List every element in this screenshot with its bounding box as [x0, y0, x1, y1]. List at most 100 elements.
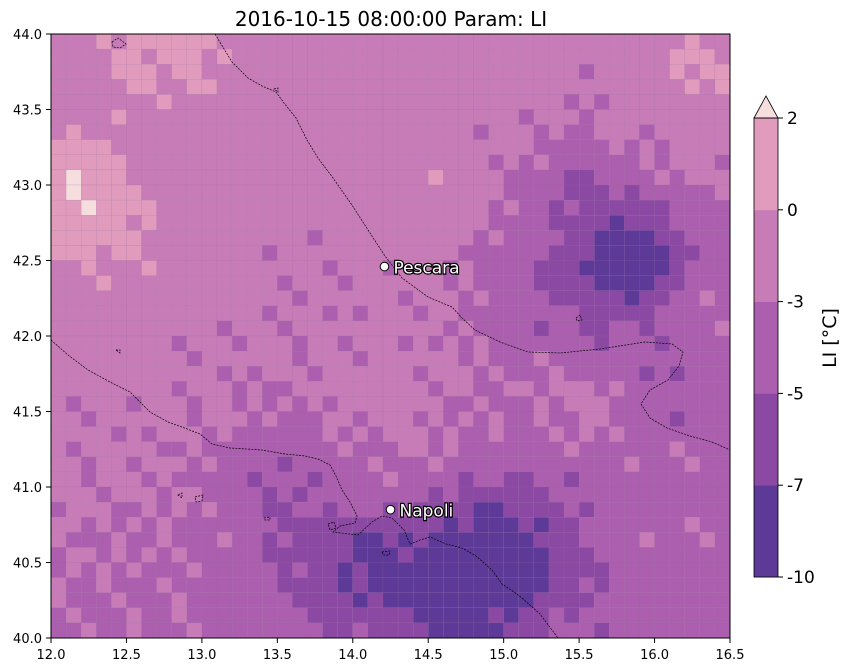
field-cell	[186, 154, 203, 171]
field-cell	[488, 366, 504, 382]
field-cell	[578, 486, 595, 503]
field-cell	[65, 199, 82, 216]
field-cell	[111, 456, 127, 473]
field-cell	[578, 215, 595, 231]
field-cell	[443, 366, 459, 382]
field-cell	[428, 64, 444, 80]
field-cell	[277, 517, 293, 533]
field-cell	[654, 366, 670, 382]
field-cell	[96, 607, 112, 624]
field-cell	[548, 501, 565, 518]
field-cell	[503, 366, 519, 382]
field-cell	[111, 215, 127, 231]
field-cell	[111, 260, 127, 276]
field-cell	[367, 94, 384, 110]
field-cell	[518, 426, 535, 442]
field-cell	[669, 607, 685, 624]
field-cell	[247, 215, 263, 231]
field-cell	[201, 109, 218, 125]
field-cell	[563, 48, 580, 65]
field-cell	[624, 124, 640, 140]
field-cell	[669, 456, 685, 473]
field-cell	[277, 426, 293, 442]
field-cell	[111, 547, 127, 563]
field-cell	[458, 260, 474, 276]
field-cell	[594, 456, 610, 473]
field-cell	[443, 109, 459, 125]
field-cell	[518, 109, 535, 125]
field-cell	[412, 305, 429, 322]
field-cell	[352, 607, 369, 624]
field-cell	[352, 79, 369, 95]
field-cell	[518, 169, 535, 186]
field-cell	[65, 501, 82, 518]
field-cell	[322, 139, 338, 155]
field-cell	[503, 486, 519, 503]
field-cell	[307, 622, 323, 638]
field-cell	[65, 305, 82, 322]
field-cell	[65, 532, 82, 548]
field-cell	[699, 411, 716, 427]
field-cell	[352, 517, 369, 533]
field-cell	[443, 305, 459, 322]
field-cell	[96, 622, 112, 638]
field-cell	[609, 471, 625, 488]
field-cell	[639, 486, 655, 503]
field-cell	[201, 547, 218, 563]
field-cell	[443, 381, 459, 397]
field-cell	[156, 64, 172, 80]
field-cell	[594, 426, 610, 442]
field-cell	[639, 199, 655, 216]
field-cell	[443, 139, 459, 155]
field-cell	[699, 486, 716, 503]
field-cell	[65, 275, 82, 291]
field-cell	[473, 381, 489, 397]
field-cell	[367, 486, 384, 503]
field-cell	[367, 169, 384, 186]
field-cell	[96, 290, 112, 307]
field-cell	[548, 215, 565, 231]
island-ponza	[177, 492, 204, 503]
field-cell	[171, 48, 188, 65]
field-cell	[473, 124, 489, 140]
field-cell	[458, 426, 474, 442]
field-cell	[141, 290, 157, 307]
field-cell	[382, 381, 399, 397]
field-cell	[382, 34, 399, 50]
field-cell	[307, 154, 323, 171]
field-cell	[262, 456, 278, 473]
field-cell	[141, 607, 157, 624]
field-cell	[171, 245, 188, 261]
field-cell	[473, 517, 489, 533]
field-cell	[231, 411, 248, 427]
field-cell	[81, 275, 97, 291]
field-cell	[247, 335, 263, 352]
field-cell	[518, 275, 535, 291]
field-cell	[594, 396, 610, 412]
field-cell	[277, 154, 293, 171]
field-cell	[322, 532, 338, 548]
field-cell	[488, 169, 504, 186]
field-cell	[699, 260, 716, 276]
field-cell	[292, 139, 308, 155]
field-cell	[201, 577, 218, 593]
field-cell	[337, 381, 353, 397]
field-cell	[337, 366, 353, 382]
field-cell	[488, 426, 504, 442]
field-cell	[669, 381, 685, 397]
field-cell	[111, 48, 127, 65]
field-cell	[216, 350, 233, 367]
field-cell	[458, 350, 474, 367]
field-cell	[51, 290, 67, 307]
field-cell	[578, 139, 595, 155]
field-cell	[503, 592, 519, 609]
field-cell	[51, 486, 67, 503]
field-cell	[639, 501, 655, 518]
field-cell	[247, 426, 263, 442]
field-cell	[428, 79, 444, 95]
field-cell	[473, 215, 489, 231]
field-cell	[247, 290, 263, 307]
field-cell	[382, 290, 399, 307]
field-cell	[65, 366, 82, 382]
field-cell	[126, 517, 142, 533]
